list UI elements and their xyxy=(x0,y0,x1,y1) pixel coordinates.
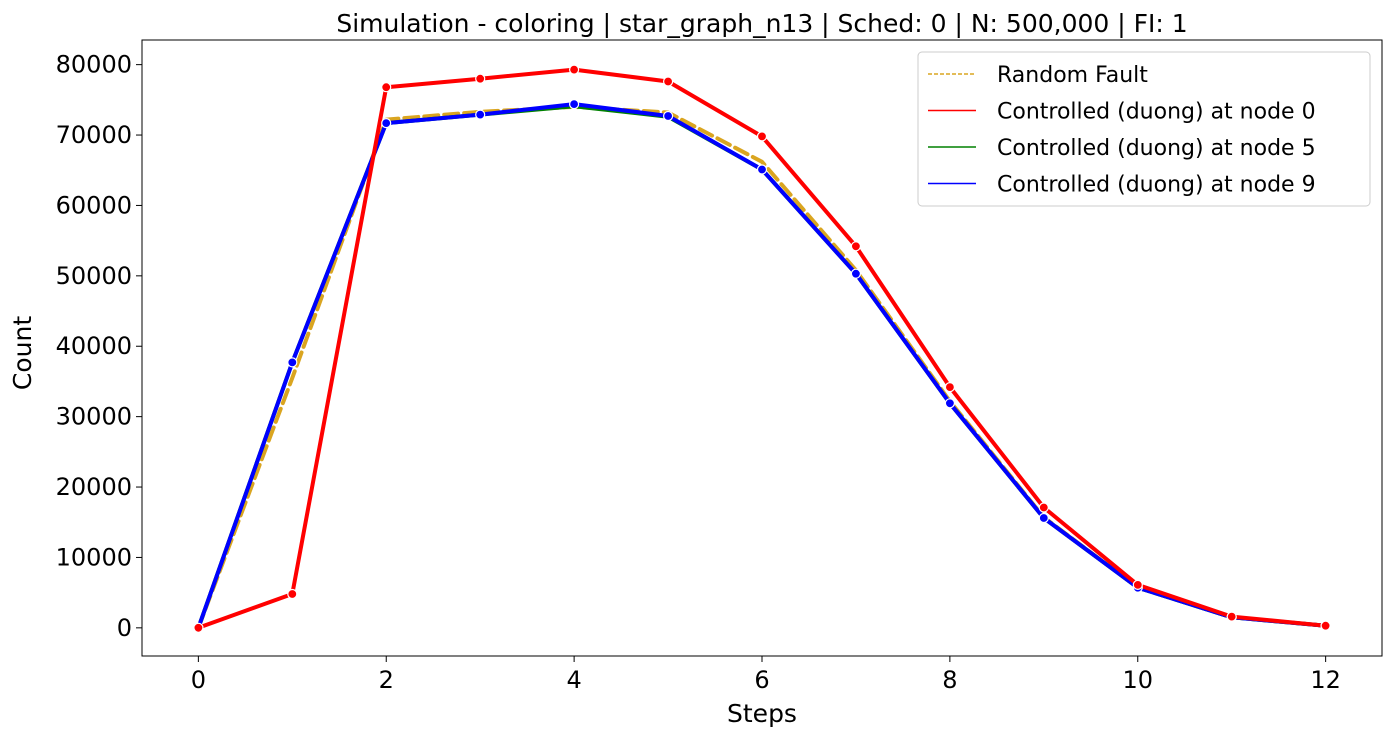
x-tick-label: 12 xyxy=(1310,666,1341,694)
data-point xyxy=(850,268,862,279)
data-point xyxy=(475,73,486,84)
data-point xyxy=(381,117,392,129)
legend-box xyxy=(917,51,1371,207)
data-point xyxy=(756,164,768,175)
data-point xyxy=(1132,579,1143,591)
data-point xyxy=(850,241,862,252)
series-layer xyxy=(193,64,1331,633)
data-point xyxy=(1038,502,1049,513)
y-tick-label: 70000 xyxy=(56,121,132,149)
x-tick-label: 8 xyxy=(942,666,957,694)
x-tick-label: 4 xyxy=(566,666,581,694)
y-tick-label: 60000 xyxy=(56,191,132,219)
x-tick-label: 10 xyxy=(1122,666,1153,694)
data-point xyxy=(287,588,298,600)
data-point xyxy=(193,622,204,633)
y-tick-label: 40000 xyxy=(56,332,132,360)
y-axis-label: Count xyxy=(8,316,37,390)
data-point xyxy=(287,357,298,368)
legend-label-3: Controlled (duong) at node 9 xyxy=(997,173,1316,198)
data-point xyxy=(568,64,580,75)
data-point xyxy=(756,131,768,142)
y-tick-label: 10000 xyxy=(56,543,132,571)
legend: Random Fault Controlled (duong) at node 0… xyxy=(917,51,1371,207)
x-tick-label: 6 xyxy=(754,666,769,694)
y-tick-label: 80000 xyxy=(56,51,132,79)
y-tick-label: 0 xyxy=(117,614,132,642)
legend-label-0: Random Fault xyxy=(997,63,1148,88)
data-point xyxy=(662,110,674,122)
data-point xyxy=(568,98,580,110)
data-point xyxy=(475,109,486,120)
legend-label-1: Controlled (duong) at node 0 xyxy=(997,100,1316,125)
data-point xyxy=(662,76,674,87)
data-point xyxy=(381,82,392,93)
x-tick-label: 0 xyxy=(191,666,206,694)
data-point xyxy=(944,398,956,409)
y-tick-label: 20000 xyxy=(56,473,132,501)
legend-label-2: Controlled (duong) at node 5 xyxy=(997,136,1316,161)
y-tick-label: 30000 xyxy=(56,403,132,431)
x-tick-label: 2 xyxy=(379,666,394,694)
data-point xyxy=(1320,620,1331,631)
axes-layer: 0 2 4 6 8 10 12 0 10000 20000 30000 40000 50000 60000… xyxy=(56,39,1383,694)
data-point xyxy=(1226,611,1237,622)
chart-title: Simulation - coloring | star_graph_n13 |… xyxy=(336,9,1187,38)
x-axis-label: Steps xyxy=(727,699,797,728)
data-point xyxy=(944,382,956,393)
data-point xyxy=(1038,512,1049,524)
y-tick-label: 50000 xyxy=(56,262,132,290)
